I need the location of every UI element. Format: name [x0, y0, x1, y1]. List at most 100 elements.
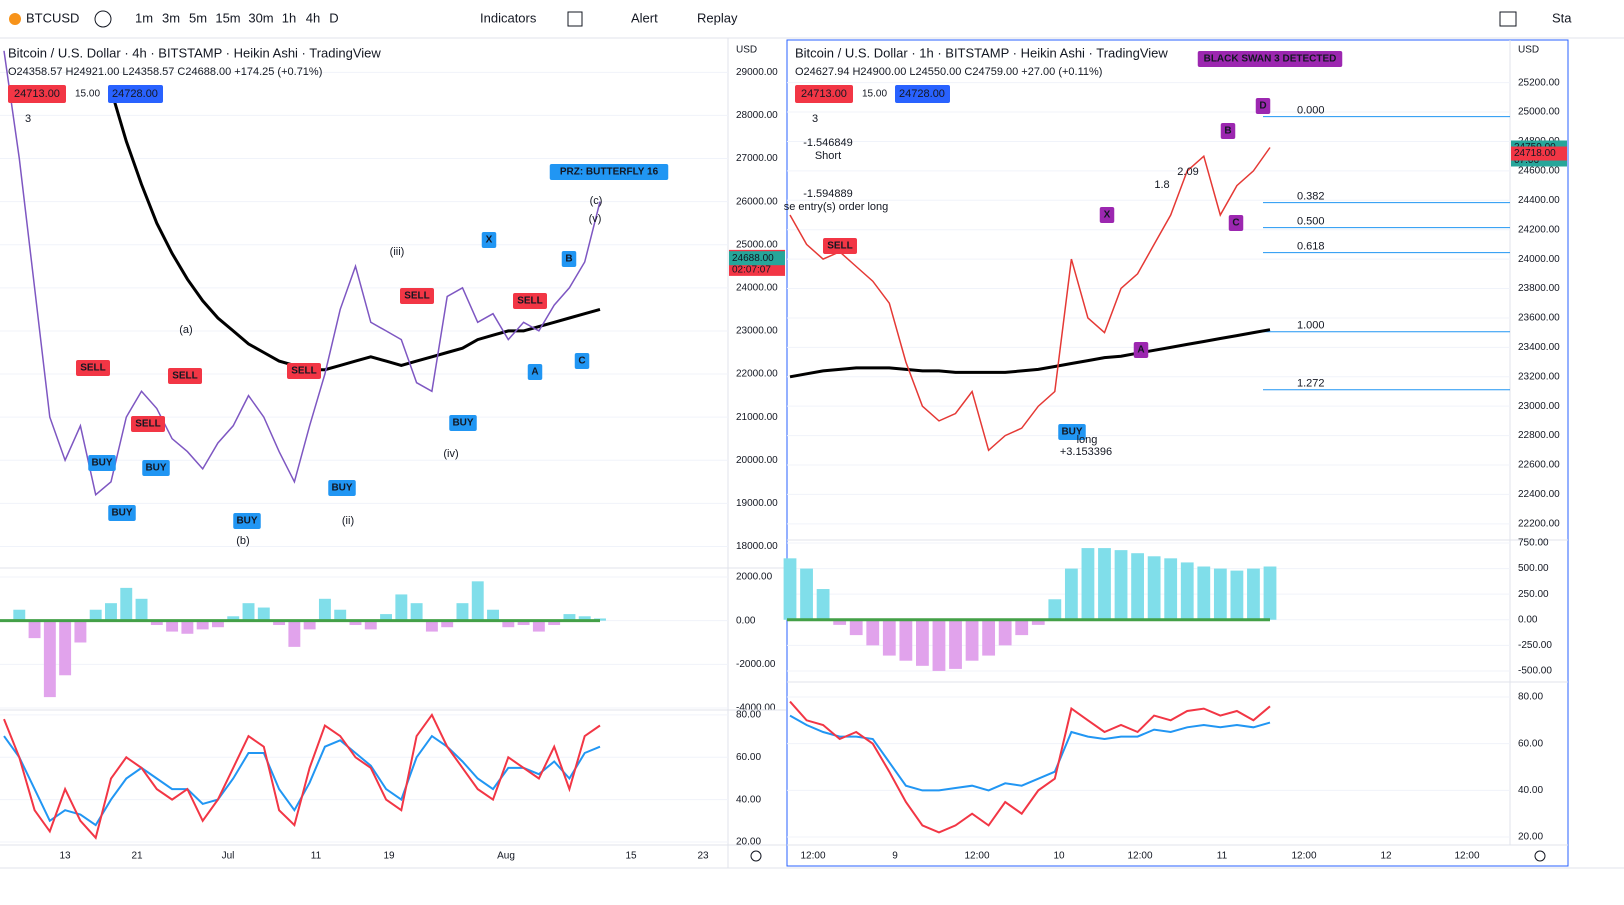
pane-title: Bitcoin / U.S. Dollar · 4h · BITSTAMP · … — [8, 45, 381, 60]
annotation: +3.153396 — [1060, 446, 1112, 458]
macd-bar — [800, 568, 813, 620]
interval[interactable]: 4h — [306, 10, 320, 25]
time-label: Aug — [497, 851, 515, 862]
macd-bar — [849, 619, 863, 636]
ask[interactable]: 24728.00 — [899, 88, 945, 100]
alert[interactable]: Alert — [631, 10, 658, 25]
time-label: 12:00 — [964, 851, 989, 862]
interval[interactable]: 15m — [215, 10, 240, 25]
indicator-count[interactable]: 3 — [812, 113, 818, 125]
price-tick-label: 24600.00 — [1518, 166, 1560, 177]
price-tick-label: 21000.00 — [736, 412, 778, 423]
macd-bar — [43, 620, 56, 698]
annotation: SELL — [135, 419, 161, 430]
fib-label: 0.000 — [1297, 105, 1325, 117]
price-tick-label: 0.00 — [1518, 614, 1538, 625]
annotation-box — [513, 293, 547, 309]
macd-bar — [166, 620, 179, 632]
macd-bar — [242, 603, 255, 621]
replay[interactable]: Replay — [697, 10, 738, 25]
price-tag-label: 24688.00 — [732, 253, 774, 264]
annotation: B — [565, 254, 572, 265]
settings-icon[interactable] — [1534, 850, 1546, 862]
macd-bar — [899, 619, 913, 661]
spread: 15.00 — [862, 89, 887, 100]
time-label: Jul — [222, 851, 235, 862]
symbol-icon — [9, 13, 21, 25]
price-tick-label: 27000.00 — [736, 153, 778, 164]
macd-bar — [196, 620, 209, 630]
macd-bar — [882, 619, 896, 656]
macd-bar — [1064, 568, 1078, 620]
series-line — [789, 700, 1271, 834]
indicators[interactable]: Indicators — [480, 10, 537, 25]
macd-bar — [783, 558, 797, 620]
price-tick-label: 24000.00 — [736, 282, 778, 293]
price-tick-label: 22400.00 — [1518, 489, 1560, 500]
macd-bar — [120, 587, 133, 621]
interval[interactable]: 5m — [189, 10, 207, 25]
macd-bar — [1048, 599, 1062, 620]
annotation: (c) — [590, 195, 603, 207]
annotation: BUY — [452, 418, 473, 429]
layout[interactable] — [1499, 11, 1517, 27]
macd-bar — [59, 620, 72, 676]
macd-bar — [866, 619, 880, 646]
time-label: 15 — [625, 851, 637, 862]
macd-bar — [380, 614, 393, 621]
series-line — [3, 734, 601, 827]
annotation-box — [233, 513, 261, 529]
interval[interactable]: D — [329, 10, 338, 25]
annotation: SELL — [291, 366, 317, 377]
macd-bar — [1015, 619, 1029, 636]
price-tick-label: 60.00 — [1518, 738, 1543, 749]
price-tick-label: 23800.00 — [1518, 283, 1560, 294]
annotation-box — [823, 238, 857, 254]
macd-bar — [211, 620, 224, 628]
fib-label: 0.500 — [1297, 216, 1325, 228]
macd-bar — [303, 620, 316, 630]
annotation: X — [1104, 210, 1111, 221]
price-tick-label: 22000.00 — [736, 369, 778, 380]
price-tick-label: 25200.00 — [1518, 77, 1560, 88]
price-tick-label: 80.00 — [736, 710, 761, 721]
interval[interactable]: 1m — [135, 10, 153, 25]
ohlc: O24627.94 H24900.00 L24550.00 C24759.00 … — [795, 66, 1102, 78]
bid[interactable]: 24713.00 — [14, 88, 60, 100]
macd-bar — [227, 616, 240, 621]
time-label: 11 — [1217, 851, 1228, 862]
interval[interactable]: 1h — [282, 10, 296, 25]
macd-bar — [349, 620, 362, 626]
interval[interactable]: 3m — [162, 10, 180, 25]
macd-bar — [502, 620, 515, 628]
add-symbol[interactable] — [94, 10, 112, 28]
indicator-count[interactable]: 3 — [25, 113, 31, 125]
macd-bar — [1164, 558, 1178, 620]
active-pane-frame — [786, 39, 1569, 867]
annotation: (b) — [236, 535, 249, 547]
symbol[interactable]: BTCUSD — [26, 10, 79, 25]
time-label: 11 — [311, 851, 322, 862]
annotation: BUY — [331, 483, 352, 494]
currency: USD — [1518, 45, 1539, 56]
annotation-box — [1220, 123, 1236, 139]
macd-bar — [1081, 548, 1095, 620]
templates[interactable] — [567, 11, 583, 27]
price-tick-label: 20.00 — [736, 837, 761, 848]
ask[interactable]: 24728.00 — [112, 88, 158, 100]
bid[interactable]: 24713.00 — [801, 88, 847, 100]
annotation-box — [1197, 51, 1343, 67]
toolbar — [0, 0, 1624, 38]
interval[interactable]: 30m — [248, 10, 273, 25]
fib-label: 0.382 — [1297, 191, 1325, 203]
settings-icon[interactable] — [750, 850, 762, 862]
annotation-box — [481, 232, 497, 248]
annotation: A — [531, 367, 538, 378]
series-line — [109, 89, 601, 372]
macd-bar — [456, 603, 469, 621]
annotation: -1.546849 — [803, 137, 853, 149]
annotation-box — [168, 368, 202, 384]
snapshot[interactable]: Sta — [1552, 10, 1572, 25]
time-label: 21 — [131, 851, 143, 862]
annotation-box — [142, 460, 170, 476]
